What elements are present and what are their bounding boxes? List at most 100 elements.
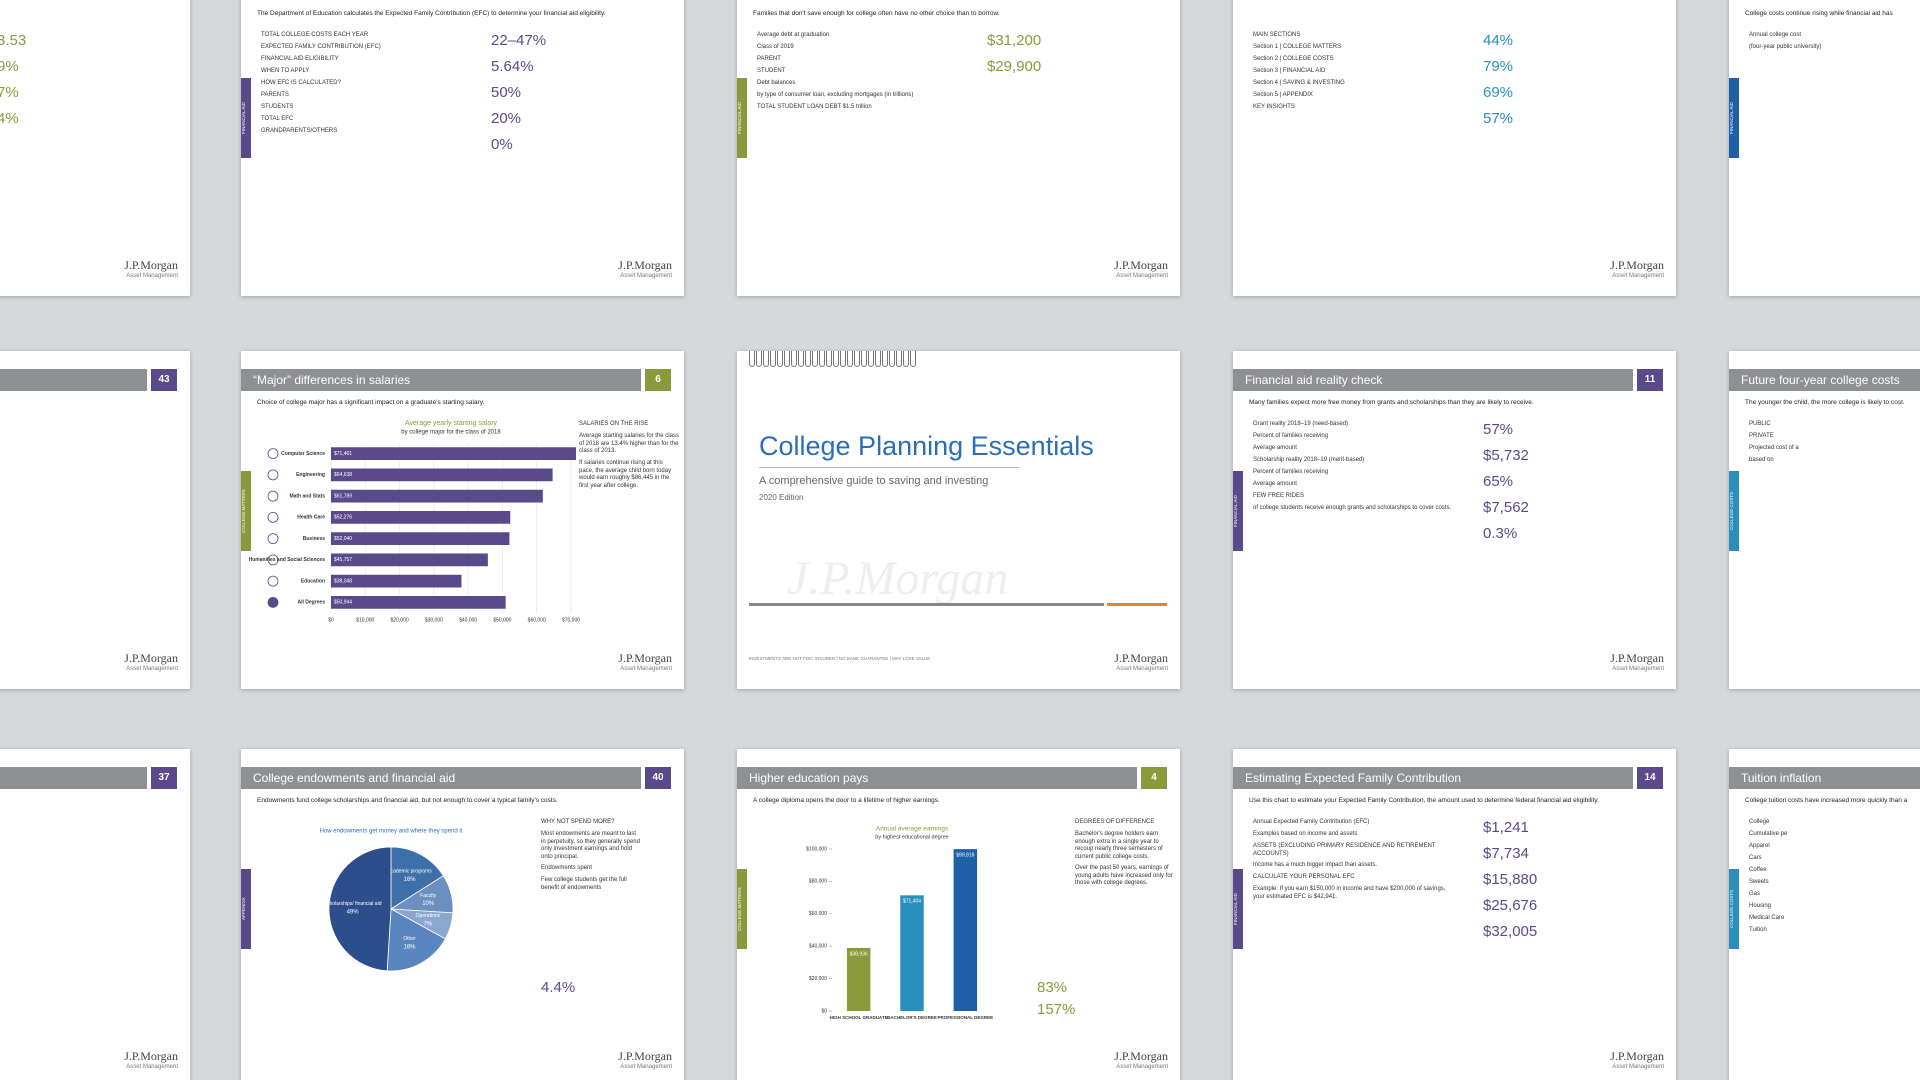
spiral-ring <box>861 351 867 367</box>
stat: 50% <box>491 84 522 101</box>
intro: College costs continue rising while fina… <box>1745 10 1893 17</box>
brand: J.P.Morgan <box>124 651 178 665</box>
brand-sub: Asset Management <box>1612 1064 1664 1070</box>
side-tab: FINANCIAL AID <box>241 78 251 158</box>
value-label: $38,048 <box>334 578 352 584</box>
spiral-ring <box>749 351 755 367</box>
stat: $7,562 <box>1483 499 1529 516</box>
brand: J.P.Morgan <box>1610 258 1664 272</box>
brand: J.P.Morgan <box>1610 651 1664 665</box>
category-label: Education <box>301 578 325 584</box>
bar <box>331 596 506 609</box>
slice-label: Academic programs <box>387 869 432 875</box>
x-tick-label: $20,000 <box>391 617 409 623</box>
body-text: PARENTS <box>261 92 289 98</box>
stat: $29,900 <box>987 58 1042 75</box>
cover-title: College Planning Essentials <box>759 431 1094 461</box>
spiral-ring <box>840 351 846 367</box>
brand-sub: Asset Management <box>620 666 672 672</box>
bar <box>846 947 871 1011</box>
body-text: Over the past 50 years, earnings of youn… <box>1075 865 1173 886</box>
intro: Use this chart to estimate your Expected… <box>1249 797 1599 804</box>
side-tab: FINANCIAL AID <box>1729 78 1739 158</box>
page-number: 43 <box>151 369 177 391</box>
slide: College costs continue rising while fina… <box>1729 0 1920 296</box>
slide-title: Financial aid reality check <box>1245 373 1383 387</box>
body-text: Section 4 | SAVING & INVESTING <box>1253 80 1345 86</box>
stat: $5,732 <box>1483 447 1529 464</box>
header-bar <box>1729 767 1920 789</box>
slide-title: Estimating Expected Family Contribution <box>1245 771 1462 785</box>
category-label: Humanities and Social Sciences <box>249 557 326 563</box>
body-text: Example: If you earn $150,000 in income … <box>1253 886 1446 900</box>
body-text: MAIN SECTIONS <box>1253 32 1301 38</box>
side-tab: FINANCIAL AID <box>737 78 747 158</box>
body-text: Apparel <box>1749 843 1770 849</box>
body-text: Most endowments are meant to last in per… <box>541 831 640 860</box>
spiral-ring <box>777 351 783 367</box>
body-text: TOTAL COLLEGE COSTS EACH YEAR <box>261 32 369 38</box>
brand-sub: Asset Management <box>1612 273 1664 279</box>
x-tick-label: $50,000 <box>493 617 511 623</box>
spiral-ring <box>868 351 874 367</box>
slice-value: 10% <box>422 901 435 907</box>
intro: The younger the child, the more college … <box>1745 399 1905 406</box>
body-text: Gas <box>1749 891 1761 897</box>
body-text: WHEN TO APPLY <box>261 68 310 74</box>
header-bar <box>0 369 147 391</box>
page-number: 11 <box>1637 369 1663 391</box>
spiral-ring <box>784 351 790 367</box>
y-tick-label: $60,000 <box>809 911 827 917</box>
spiral-ring <box>910 351 916 367</box>
orange-rule <box>1107 603 1167 606</box>
slide-title: Future four-year college costs <box>1741 373 1900 387</box>
body-text: HOW EFC IS CALCULATED? <box>261 80 341 86</box>
body-text: based on <box>1749 457 1774 463</box>
bar <box>331 447 577 460</box>
body-text: STUDENT <box>757 68 786 74</box>
body-text: PUBLIC <box>1749 421 1771 427</box>
spiral-ring <box>791 351 797 367</box>
body-text: Average amount <box>1253 445 1297 451</box>
stat: 57% <box>1483 110 1514 127</box>
body-text: KEY INSIGHTS <box>1253 104 1295 110</box>
body-text: Examples based on income and assets <box>1253 831 1358 837</box>
slice-value: 7% <box>424 921 433 927</box>
body-text: Medical Care <box>1749 915 1785 921</box>
body-text: Few college students get the full benefi… <box>541 877 627 891</box>
brand-sub: Asset Management <box>620 273 672 279</box>
bar <box>953 849 978 1011</box>
brand: J.P.Morgan <box>1610 1049 1664 1063</box>
rule <box>759 467 1019 468</box>
stat: 4.4% <box>541 979 576 996</box>
x-tick-label: $0 <box>328 617 334 623</box>
body-text: Annual Expected Family Contribution (EFC… <box>1253 819 1370 825</box>
x-tick-label: $40,000 <box>459 617 477 623</box>
slide: College Planning Essentials A comprehensi… <box>737 351 1180 689</box>
body-text: SALARIES ON THE RISE <box>579 421 649 427</box>
brand-sub: Asset Management <box>620 1064 672 1070</box>
body-text: Class of 2019 <box>757 44 794 50</box>
grey-rule <box>749 603 1104 606</box>
category-icon <box>267 469 279 481</box>
spiral-ring <box>770 351 776 367</box>
slide: Families that don't save enough for coll… <box>737 0 1180 296</box>
value-label: $52,276 <box>334 515 352 521</box>
x-tick-label: $10,000 <box>356 617 374 623</box>
page-number: 37 <box>151 767 177 789</box>
body-text: Projected cost of a <box>1749 445 1799 451</box>
header-bar <box>1233 369 1633 391</box>
bar <box>331 574 462 588</box>
value-label: $61,789 <box>334 493 352 499</box>
spiral-ring <box>903 351 909 367</box>
header-bar <box>737 767 1137 789</box>
y-tick-label: $100,000 <box>806 846 827 852</box>
body-text: Average amount <box>1253 481 1297 487</box>
disclaimer: INVESTMENTS ARE NOT FDIC INSURED | NO BA… <box>749 656 931 661</box>
slide: The Department of Education calculates t… <box>241 0 684 296</box>
body-text: Sweets <box>1749 879 1769 885</box>
slide: “Major” differences in salaries 6 Choice o… <box>241 351 684 689</box>
brand: J.P.Morgan <box>618 1049 672 1063</box>
body-text: Coffee <box>1749 867 1767 873</box>
bar <box>331 553 488 567</box>
